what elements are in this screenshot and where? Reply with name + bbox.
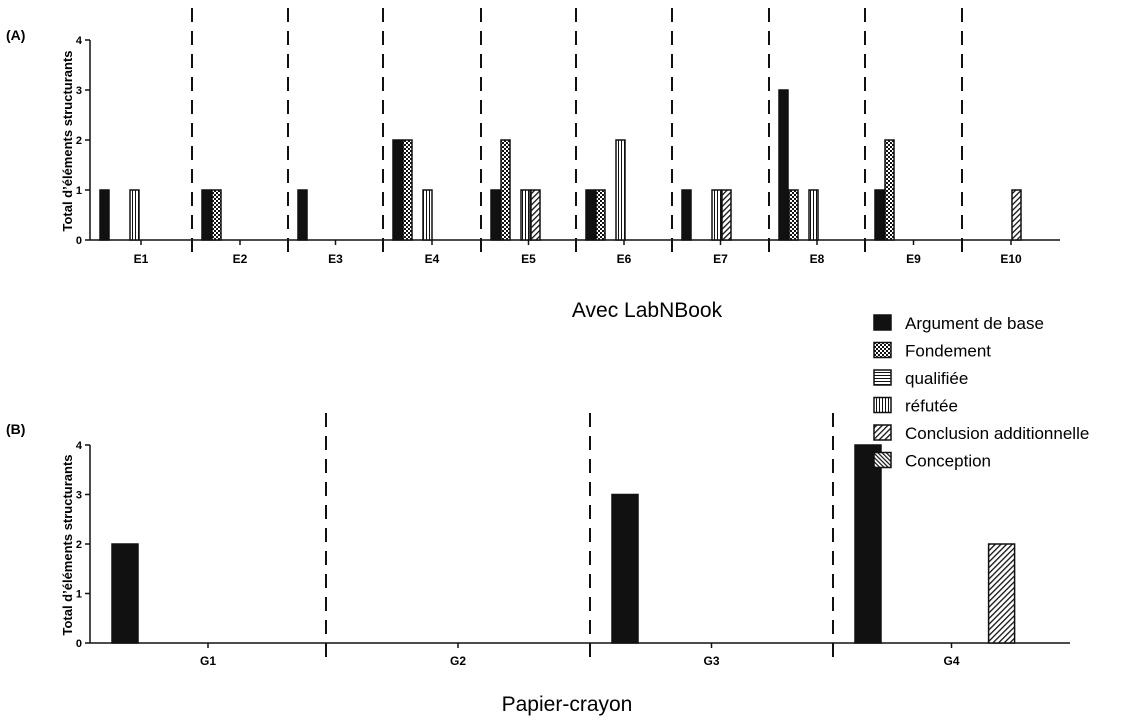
legend-label: Conception	[905, 452, 991, 471]
bar	[402, 139, 413, 241]
y-tick-label: 4	[76, 35, 83, 47]
legend-label: réfutée	[905, 397, 958, 416]
panel-a-label: (A)	[6, 27, 25, 43]
legend-swatch	[873, 369, 892, 386]
x-tick-label: G2	[450, 654, 466, 668]
legend-label: Conclusion additionnelle	[905, 424, 1089, 443]
legend-swatch	[873, 451, 892, 469]
panel-b-title: Papier-crayon	[502, 693, 633, 716]
y-tick-label: 2	[76, 539, 82, 551]
y-tick-label: 3	[76, 85, 82, 97]
legend-swatch	[873, 341, 892, 359]
x-tick-label: E3	[328, 252, 343, 266]
x-tick-label: E9	[906, 252, 921, 266]
legend-label: qualifiée	[905, 369, 968, 388]
bar	[422, 189, 433, 241]
panel-a-title: Avec LabNBook	[572, 299, 723, 322]
bar	[392, 139, 403, 241]
y-tick-label: 4	[76, 440, 83, 452]
bar	[778, 89, 789, 241]
legend-swatch	[873, 424, 892, 441]
y-tick-label: 0	[76, 235, 82, 247]
legend-swatch	[873, 314, 892, 331]
bar	[500, 139, 511, 241]
panel-b-plot: 0 1 2 3 4 G1 G2 G3 G4	[76, 413, 1070, 668]
legend-label: Argument de base	[905, 314, 1044, 333]
bar	[129, 189, 140, 241]
bar	[681, 189, 692, 241]
y-tick-label: 1	[76, 589, 82, 601]
panel-b-label: (B)	[6, 421, 25, 437]
bar	[111, 543, 139, 644]
x-tick-label: E5	[521, 252, 536, 266]
bar	[530, 189, 541, 241]
legend: Argument de base Fondement qualifiée réfuté…	[873, 314, 1089, 471]
legend-swatch	[873, 396, 892, 414]
x-tick-label: E10	[1000, 252, 1022, 266]
bar	[721, 189, 732, 241]
x-tick-label: E8	[810, 252, 825, 266]
y-tick-label: 2	[76, 135, 82, 147]
bar	[99, 189, 110, 241]
bar	[874, 189, 885, 241]
panel-a-plot: 0 1 2 3 4 E1 E2 E3 E4 E5 E6 E7 E8 E9 E10	[76, 8, 1060, 266]
bar	[201, 189, 212, 241]
y-tick-label: 1	[76, 185, 82, 197]
panel-b-ylabel: Total d’éléments structurants	[60, 454, 75, 635]
legend-label: Fondement	[905, 342, 991, 361]
bar	[297, 189, 308, 241]
bar	[854, 444, 882, 644]
bar	[808, 189, 819, 241]
bar	[520, 189, 531, 241]
bar	[884, 139, 895, 241]
x-tick-label: E4	[425, 252, 440, 266]
bar	[788, 189, 799, 241]
x-tick-label: E7	[713, 252, 728, 266]
bar	[711, 189, 722, 241]
x-tick-label: E1	[134, 252, 149, 266]
bar	[611, 493, 639, 644]
panel-a-ylabel: Total d’éléments structurants	[60, 50, 75, 231]
x-tick-label: G1	[200, 654, 216, 668]
y-tick-label: 3	[76, 490, 82, 502]
y-tick-label: 0	[76, 638, 82, 650]
bar	[1011, 189, 1022, 241]
bar	[987, 543, 1016, 644]
x-tick-label: G4	[943, 654, 959, 668]
bar	[585, 189, 596, 241]
bar	[595, 189, 606, 241]
x-tick-label: E6	[617, 252, 632, 266]
bar	[211, 189, 222, 241]
bar	[490, 189, 501, 241]
x-tick-label: G3	[703, 654, 719, 668]
bar	[615, 139, 626, 241]
x-tick-label: E2	[233, 252, 248, 266]
